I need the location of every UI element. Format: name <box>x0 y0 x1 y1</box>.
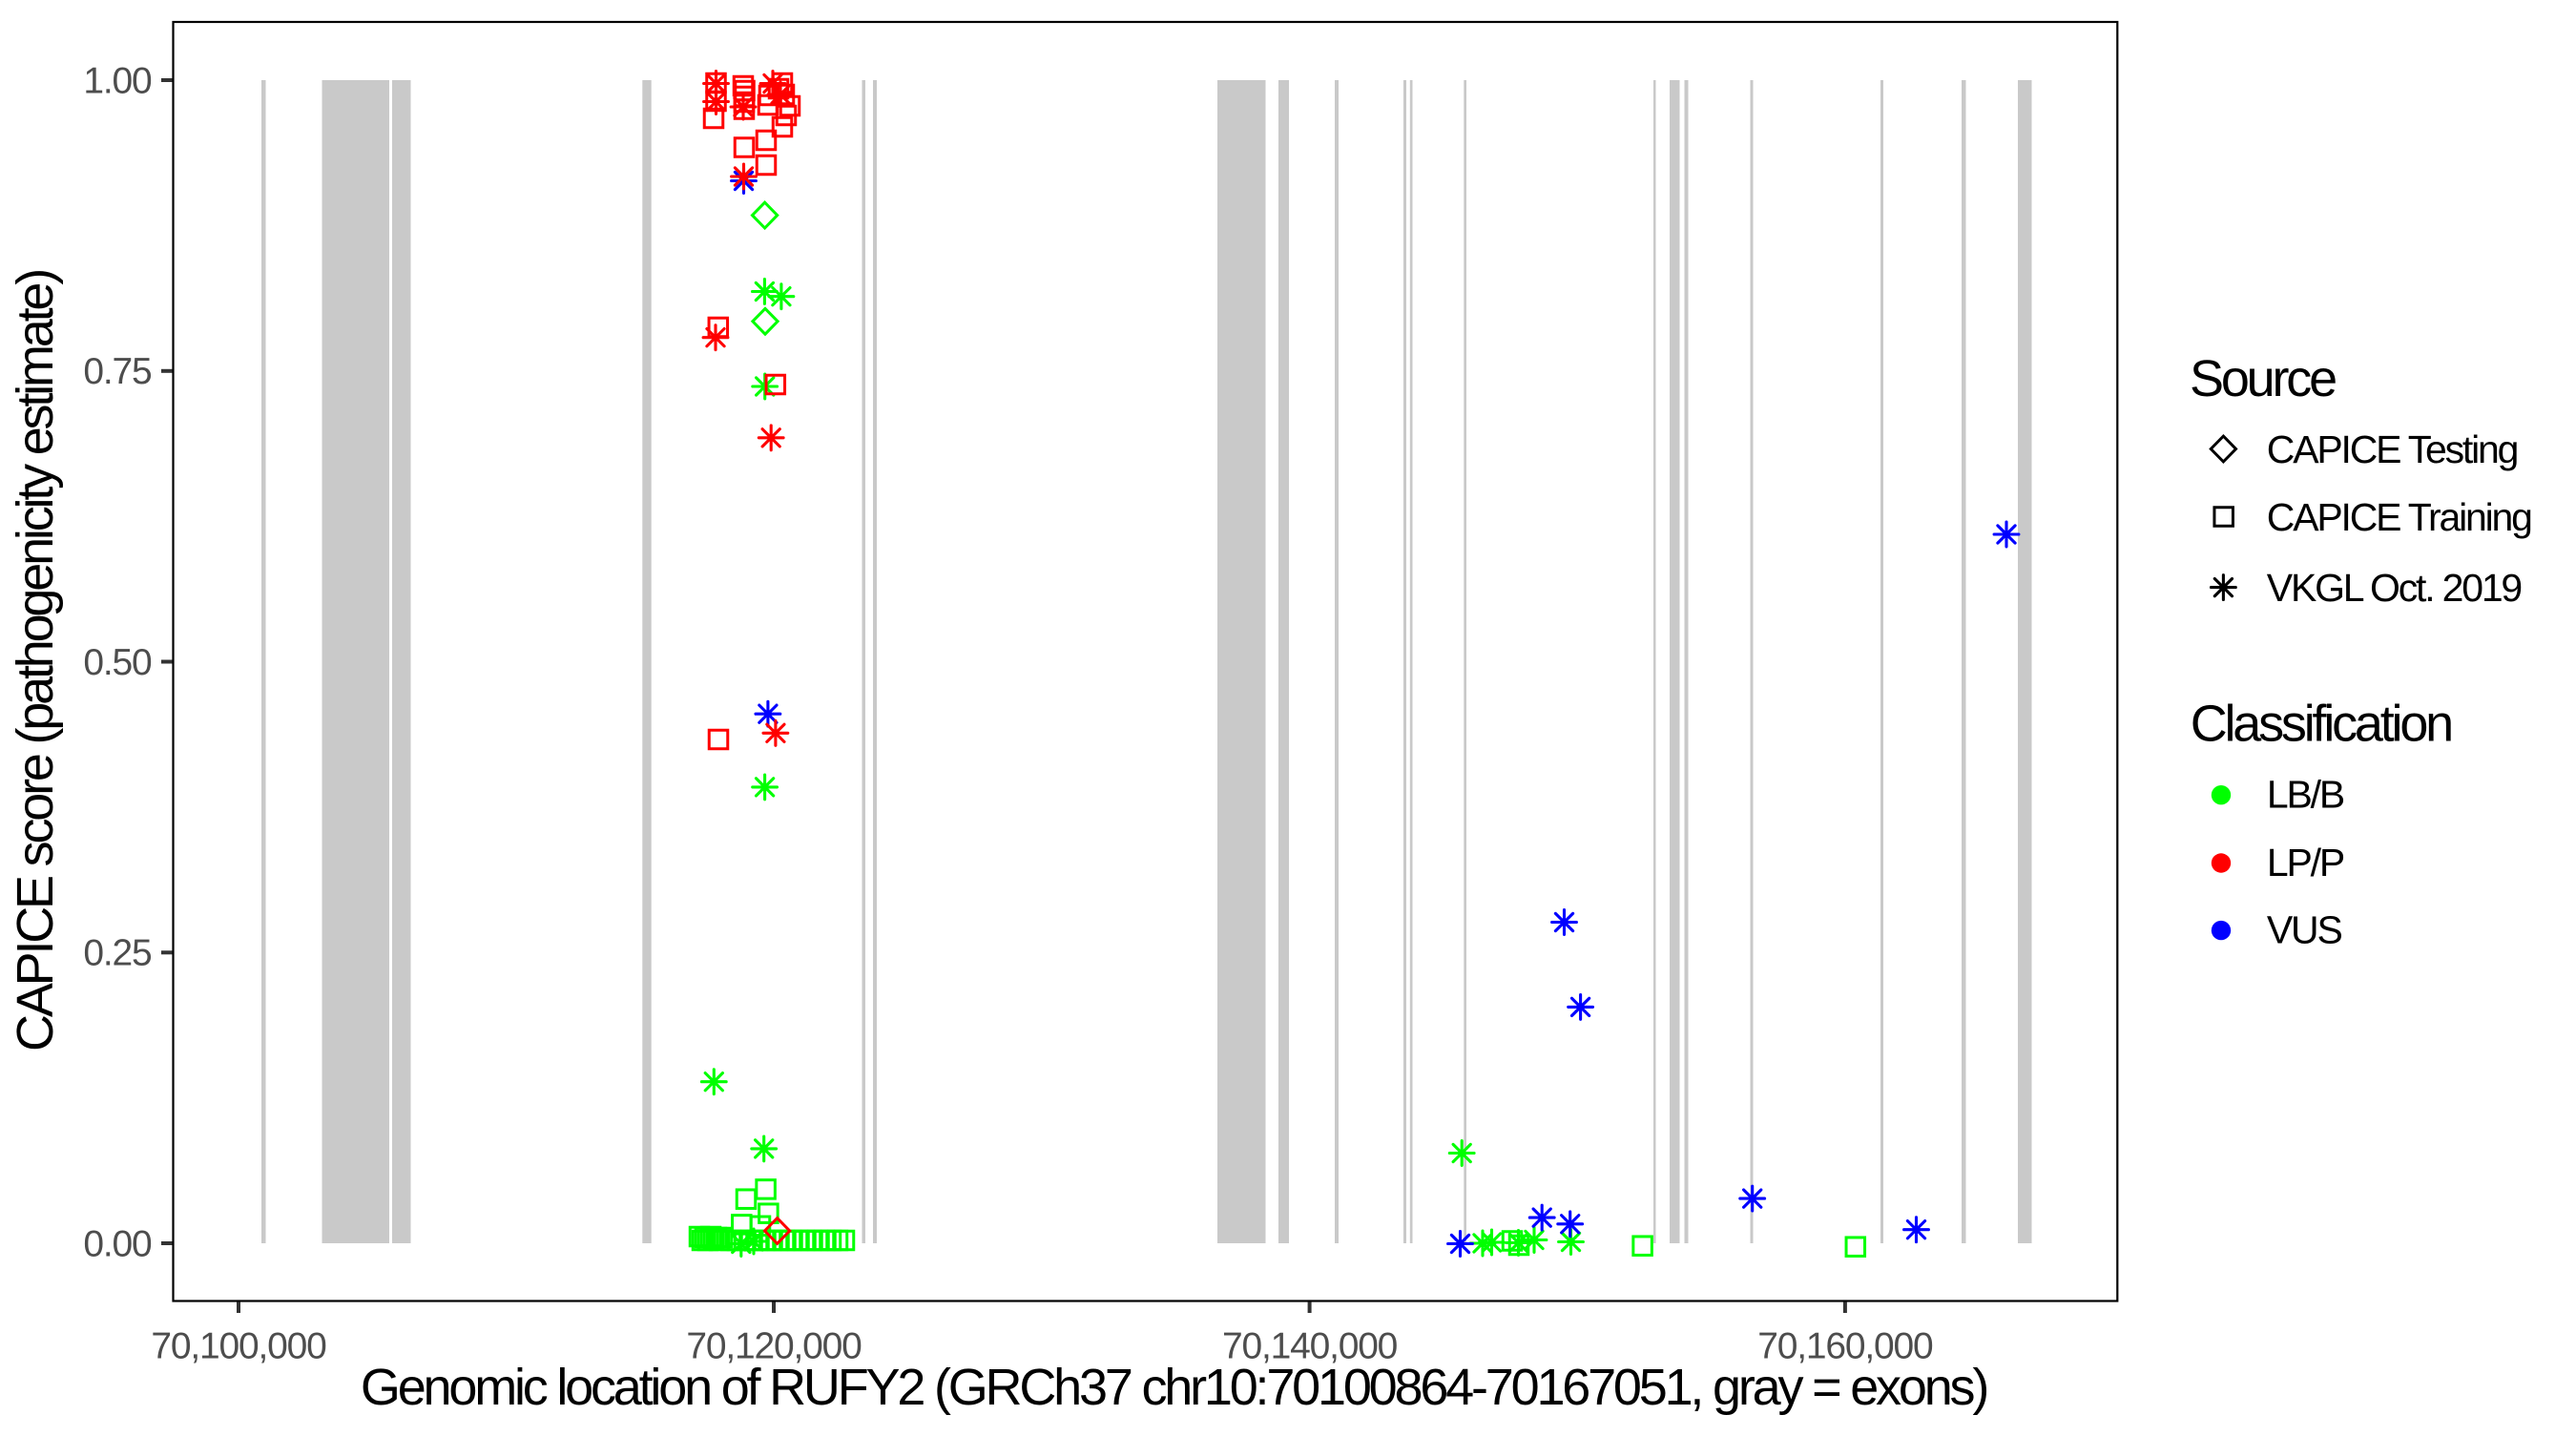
svg-text:CAPICE Testing: CAPICE Testing <box>2267 427 2518 471</box>
svg-text:LP/P: LP/P <box>2267 841 2344 884</box>
svg-text:CAPICE Training: CAPICE Training <box>2267 495 2531 539</box>
svg-text:Genomic location of RUFY2 (GRC: Genomic location of RUFY2 (GRCh37 chr10:… <box>361 1359 1986 1416</box>
svg-text:LB/B: LB/B <box>2267 773 2344 817</box>
svg-text:70,140,000: 70,140,000 <box>1222 1325 1398 1366</box>
svg-text:0.25: 0.25 <box>83 933 152 974</box>
svg-text:Source: Source <box>2190 350 2336 407</box>
svg-text:70,100,000: 70,100,000 <box>151 1325 326 1366</box>
svg-text:VUS: VUS <box>2267 907 2342 951</box>
svg-text:0.75: 0.75 <box>83 351 152 392</box>
svg-text:70,160,000: 70,160,000 <box>1757 1325 1933 1366</box>
svg-text:0.00: 0.00 <box>83 1223 152 1264</box>
svg-text:VKGL Oct. 2019: VKGL Oct. 2019 <box>2267 566 2522 610</box>
svg-text:1.00: 1.00 <box>83 60 152 101</box>
svg-text:Classification: Classification <box>2191 696 2451 753</box>
svg-text:CAPICE score (pathogenicity es: CAPICE score (pathogenicity estimate) <box>7 271 64 1051</box>
svg-text:0.50: 0.50 <box>83 642 152 683</box>
svg-text:70,120,000: 70,120,000 <box>686 1325 862 1366</box>
